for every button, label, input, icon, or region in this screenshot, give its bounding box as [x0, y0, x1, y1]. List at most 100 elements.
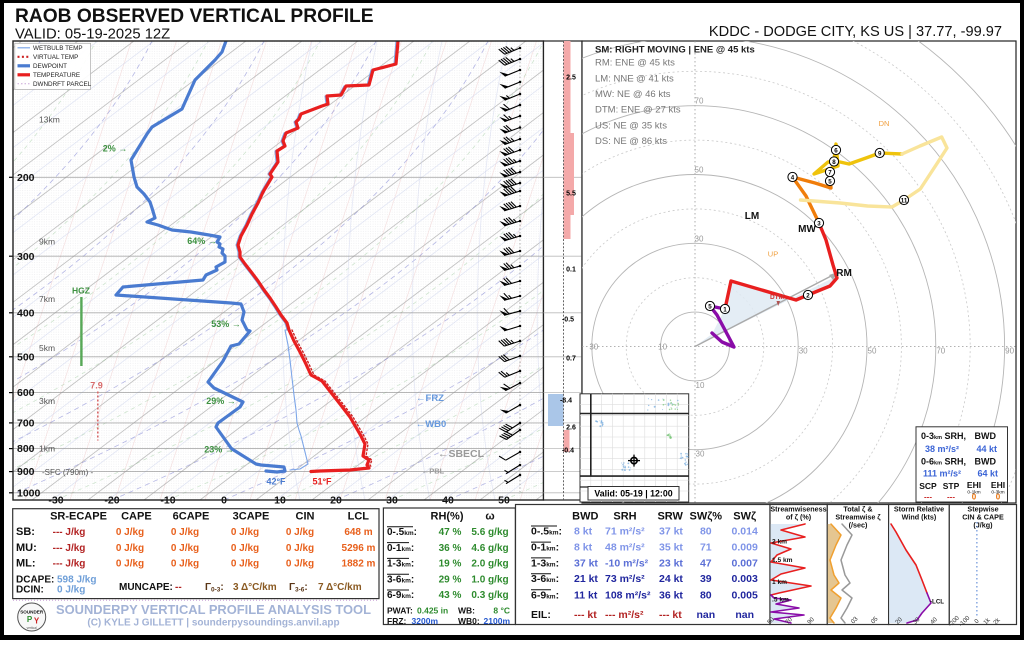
svg-text:23% →: 23% → [204, 445, 234, 455]
svg-text:11: 11 [901, 197, 908, 204]
svg-text:5296 m: 5296 m [342, 543, 376, 554]
svg-text:of ζ (%): of ζ (%) [786, 513, 812, 522]
svg-text:47: 47 [700, 557, 712, 569]
svg-text:30: 30 [695, 234, 704, 243]
svg-text:8 kt: 8 kt [574, 526, 593, 538]
svg-text:50: 50 [695, 166, 704, 175]
svg-text:0.005: 0.005 [732, 589, 758, 601]
svg-text:43 %: 43 % [439, 590, 462, 601]
svg-text:DCIN:: DCIN: [16, 584, 44, 595]
svg-text:3 Δ°C/km: 3 Δ°C/km [233, 582, 277, 593]
svg-text:.03: .03 [848, 615, 859, 626]
svg-text:0 J/kg: 0 J/kg [171, 527, 199, 538]
svg-text:23 kt: 23 kt [659, 557, 683, 569]
svg-text:50: 50 [766, 616, 776, 626]
svg-text:SRW: SRW [657, 511, 683, 523]
svg-text:40: 40 [929, 616, 939, 626]
svg-text:DN: DN [879, 119, 890, 128]
svg-text:21 kt: 21 kt [574, 573, 598, 585]
svg-text:1k: 1k [982, 616, 992, 626]
svg-text:CIN & CAPE: CIN & CAPE [962, 513, 1004, 522]
svg-text:BWD: BWD [975, 456, 997, 466]
svg-text:2100m: 2100m [484, 616, 511, 626]
svg-text:80: 80 [700, 526, 712, 538]
svg-text:--- J/kg: --- J/kg [53, 559, 86, 570]
svg-text:48 m²/s²: 48 m²/s² [605, 542, 645, 554]
svg-text:8 kt: 8 kt [574, 542, 593, 554]
svg-text:RM: ENE @ 45 kts: RM: ENE @ 45 kts [595, 58, 675, 69]
svg-text:35 kt: 35 kt [659, 542, 683, 554]
svg-text:1.5 km: 1.5 km [772, 557, 793, 564]
svg-text:---: --- [924, 493, 932, 502]
svg-text:80: 80 [700, 589, 712, 601]
svg-text:RAOB OBSERVED VERTICAL PROFILE: RAOB OBSERVED VERTICAL PROFILE [15, 6, 374, 27]
svg-text:90: 90 [806, 616, 816, 626]
svg-text:2.6: 2.6 [566, 425, 576, 432]
svg-text:SCP: SCP [919, 481, 937, 491]
svg-text:800: 800 [17, 443, 35, 455]
svg-text:LM: LM [745, 211, 759, 222]
svg-text:BWD: BWD [975, 431, 997, 441]
svg-text:DEWPOINT: DEWPOINT [33, 63, 67, 70]
svg-text:70: 70 [936, 347, 945, 356]
svg-text:1-3km:: 1-3km: [387, 559, 414, 570]
svg-text:0.1: 0.1 [566, 267, 576, 274]
svg-text:Total ζ &: Total ζ & [843, 505, 872, 514]
svg-text:38 m²/s²: 38 m²/s² [925, 444, 959, 454]
svg-text:2.5: 2.5 [566, 75, 576, 82]
svg-text:30: 30 [696, 450, 705, 459]
svg-text:0.003: 0.003 [732, 573, 758, 585]
svg-text:13km: 13km [39, 115, 60, 125]
svg-text:29 %: 29 % [439, 574, 462, 585]
svg-text:8: 8 [832, 159, 836, 166]
svg-text:400: 400 [17, 307, 35, 319]
svg-text:SR-ECAPE: SR-ECAPE [50, 511, 107, 523]
svg-text:70: 70 [695, 97, 704, 106]
svg-text:DTM: DTM [770, 294, 784, 301]
svg-text:3: 3 [817, 220, 821, 227]
svg-text:WB:: WB: [458, 606, 475, 616]
svg-text:6-9km:: 6-9km: [531, 589, 559, 601]
svg-text:4.6 g/kg: 4.6 g/kg [471, 543, 508, 554]
svg-text:6: 6 [834, 147, 838, 154]
svg-text:64 kt: 64 kt [977, 468, 998, 478]
svg-text:7km: 7km [39, 294, 55, 304]
svg-text:7: 7 [828, 169, 832, 176]
svg-text:2k: 2k [992, 616, 1002, 626]
svg-text:11 kt: 11 kt [574, 589, 598, 601]
svg-text:3-6km:: 3-6km: [387, 574, 414, 585]
svg-text:0 J/kg: 0 J/kg [57, 584, 85, 595]
svg-text:SWζ%: SWζ% [690, 511, 723, 523]
svg-text:0-3km SRH,: 0-3km SRH, [921, 431, 966, 441]
svg-text:STP: STP [943, 481, 960, 491]
svg-text:73 m²/s²: 73 m²/s² [605, 573, 645, 585]
svg-text:VIRTUAL TEMP: VIRTUAL TEMP [33, 54, 78, 61]
svg-text:CIN: CIN [296, 511, 315, 523]
svg-text:VALID: 05-19-2025 12Z: VALID: 05-19-2025 12Z [15, 27, 170, 43]
svg-text:39: 39 [700, 573, 712, 585]
svg-text:3CAPE: 3CAPE [233, 511, 270, 523]
svg-text:36 %: 36 % [439, 543, 462, 554]
svg-text:300: 300 [17, 251, 35, 263]
svg-text:44 kt: 44 kt [976, 444, 997, 454]
svg-text:(/sec): (/sec) [849, 521, 868, 530]
svg-text:70: 70 [784, 616, 794, 626]
svg-text:108 m²/s²: 108 m²/s² [605, 589, 651, 601]
svg-text:---: --- [947, 493, 955, 502]
svg-text:598 J/kg: 598 J/kg [57, 574, 96, 585]
svg-text:EHI: EHI [991, 480, 1005, 490]
svg-text:0.425 in: 0.425 in [417, 606, 448, 616]
svg-text:SRH: SRH [613, 511, 636, 523]
svg-text:10: 10 [658, 343, 667, 352]
svg-text:3200m: 3200m [412, 616, 439, 626]
svg-text:1-3km:: 1-3km: [531, 557, 559, 569]
svg-text:47 %: 47 % [439, 527, 462, 538]
svg-text:FRZ:: FRZ: [387, 616, 407, 626]
svg-text:0 J/kg: 0 J/kg [171, 543, 199, 554]
svg-text:29% →: 29% → [206, 396, 236, 406]
svg-text:5.6 g/kg: 5.6 g/kg [471, 527, 508, 538]
svg-text:9km: 9km [39, 237, 55, 247]
svg-text:LCL: LCL [348, 511, 370, 523]
svg-text:nan: nan [735, 609, 754, 621]
svg-text:MUNCAPE:: MUNCAPE: [119, 582, 173, 593]
